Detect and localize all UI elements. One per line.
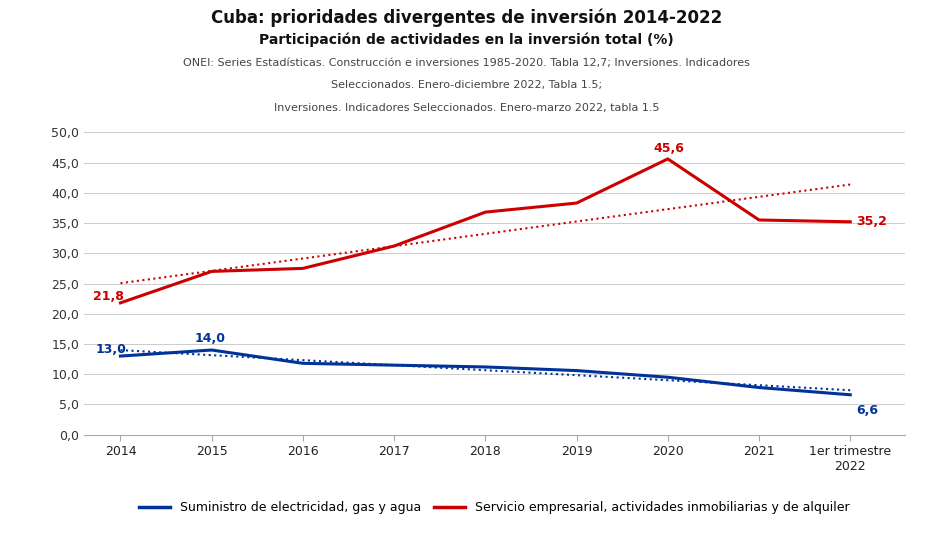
- Text: 6,6: 6,6: [856, 404, 878, 417]
- Text: 35,2: 35,2: [856, 214, 886, 227]
- Text: Cuba: prioridades divergentes de inversión 2014-2022: Cuba: prioridades divergentes de inversi…: [211, 8, 722, 26]
- Text: ONEI: Series Estadísticas. Construcción e inversiones 1985-2020. Tabla 12,7; Inv: ONEI: Series Estadísticas. Construcción …: [183, 58, 750, 68]
- Text: Inversiones. Indicadores Seleccionados. Enero-marzo 2022, tabla 1.5: Inversiones. Indicadores Seleccionados. …: [273, 103, 660, 113]
- Text: 14,0: 14,0: [195, 332, 226, 345]
- Text: 21,8: 21,8: [92, 290, 123, 303]
- Text: Participación de actividades en la inversión total (%): Participación de actividades en la inver…: [259, 32, 674, 47]
- Text: 13,0: 13,0: [95, 343, 126, 356]
- Legend: Suministro de electricidad, gas y agua, Servicio empresarial, actividades inmobi: Suministro de electricidad, gas y agua, …: [134, 496, 855, 519]
- Text: Seleccionados. Enero-diciembre 2022, Tabla 1.5;: Seleccionados. Enero-diciembre 2022, Tab…: [331, 80, 602, 91]
- Text: 45,6: 45,6: [654, 142, 685, 155]
